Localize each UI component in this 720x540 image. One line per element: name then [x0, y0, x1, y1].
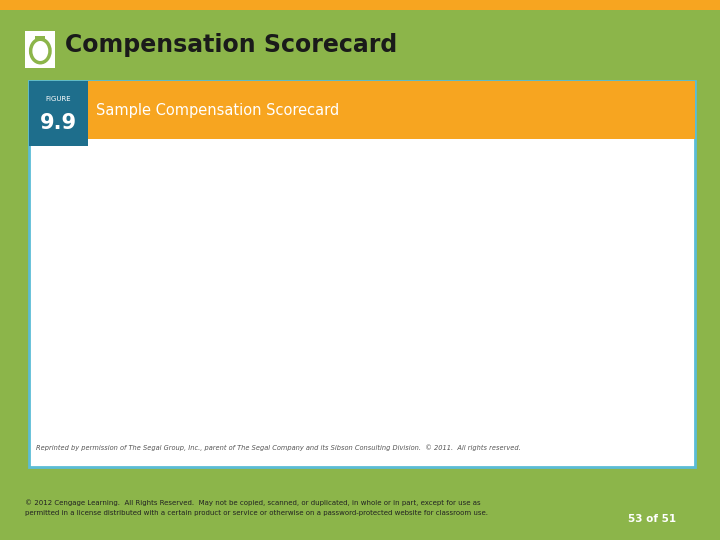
Text: Customer Service: Customer Service — [78, 348, 171, 357]
Text: 17%: 17% — [393, 348, 416, 357]
Text: *: * — [40, 369, 45, 375]
Text: 105%: 105% — [541, 275, 571, 286]
Text: ***: *** — [40, 424, 53, 430]
Text: Reprinted by permission of The Segal Group, Inc., parent of The Segal Company an: Reprinted by permission of The Segal Gro… — [36, 444, 521, 451]
Text: salary ranges.: salary ranges. — [40, 409, 90, 415]
Text: The direct correlation: The direct correlation — [63, 424, 152, 430]
Text: Average Merit
Increase
(4% Budget): Average Merit Increase (4% Budget) — [282, 137, 357, 166]
Text: 100%: 100% — [541, 312, 571, 321]
Text: 0%: 0% — [397, 240, 413, 249]
Text: permitted in a license distributed with a certain product or service or otherwis: permitted in a license distributed with … — [25, 510, 488, 516]
Text: Compa
Ratio: Compa Ratio — [459, 137, 495, 156]
Text: FIGURE: FIGURE — [45, 96, 71, 102]
Text: Annual Incentive
(% of Target): Annual Incentive (% of Target) — [511, 137, 601, 156]
Text: 4.1: 4.1 — [212, 312, 228, 321]
Text: Average
Performance
Rating (1–5): Average Performance Rating (1–5) — [186, 137, 254, 166]
Text: is determined by calculating the percentage change in the number of employees in: is determined by calculating the percent… — [139, 369, 549, 375]
Text: 88%: 88% — [466, 348, 489, 357]
Text: Compensation Scorecard: Compensation Scorecard — [65, 33, 397, 57]
Bar — [35, 36, 45, 41]
Text: Sample Compensation Scorecard: Sample Compensation Scorecard — [96, 103, 340, 118]
Text: 53 of 51: 53 of 51 — [628, 514, 676, 524]
Text: **: ** — [40, 394, 49, 400]
Text: 99%: 99% — [466, 312, 489, 321]
Text: © 2012 Cengage Learning.  All Rights Reserved.  May not be copied, scanned, or d: © 2012 Cengage Learning. All Rights Rese… — [25, 500, 481, 506]
Text: 4.3%: 4.3% — [306, 204, 332, 213]
Text: 3.4%: 3.4% — [306, 312, 332, 321]
Text: Grade
Inflation: Grade Inflation — [382, 137, 427, 156]
Text: 100%: 100% — [541, 204, 571, 213]
Text: 4.4%: 4.4% — [306, 240, 332, 249]
Text: 12%: 12% — [393, 275, 416, 286]
Text: Production: Production — [78, 275, 134, 286]
Text: 96%: 96% — [466, 275, 489, 286]
Text: 101%: 101% — [462, 204, 492, 213]
Text: 3.6: 3.6 — [212, 348, 228, 357]
Text: 8%: 8% — [397, 312, 413, 321]
Text: –3%: –3% — [394, 204, 415, 213]
Text: Function: Function — [78, 137, 125, 146]
Text: 3.6%: 3.6% — [306, 348, 332, 357]
Text: Sales: Sales — [78, 312, 107, 321]
Text: Marketing: Marketing — [78, 204, 130, 213]
Text: R&D: R&D — [78, 240, 102, 249]
Text: 110%: 110% — [541, 348, 571, 357]
Text: 3.4: 3.4 — [212, 204, 228, 213]
Text: the year before.: the year before. — [40, 384, 97, 390]
Text: 4.0: 4.0 — [212, 275, 228, 286]
Text: Compa ratio: Compa ratio — [57, 394, 107, 400]
Text: 102%: 102% — [541, 240, 571, 249]
Text: 4.2%: 4.2% — [306, 275, 332, 286]
Text: between profit growth over a three-year period relative to LTI expense.: between profit growth over a three-year … — [192, 424, 451, 430]
Text: is actual salary divided by the midpoint of the salary range. It is a gauge of t: is actual salary divided by the midpoint… — [122, 394, 546, 400]
Text: Grade inflation: Grade inflation — [51, 369, 112, 375]
Text: 3.2: 3.2 — [212, 240, 228, 249]
Text: 98%: 98% — [466, 240, 489, 249]
Text: 9.9: 9.9 — [40, 113, 77, 133]
